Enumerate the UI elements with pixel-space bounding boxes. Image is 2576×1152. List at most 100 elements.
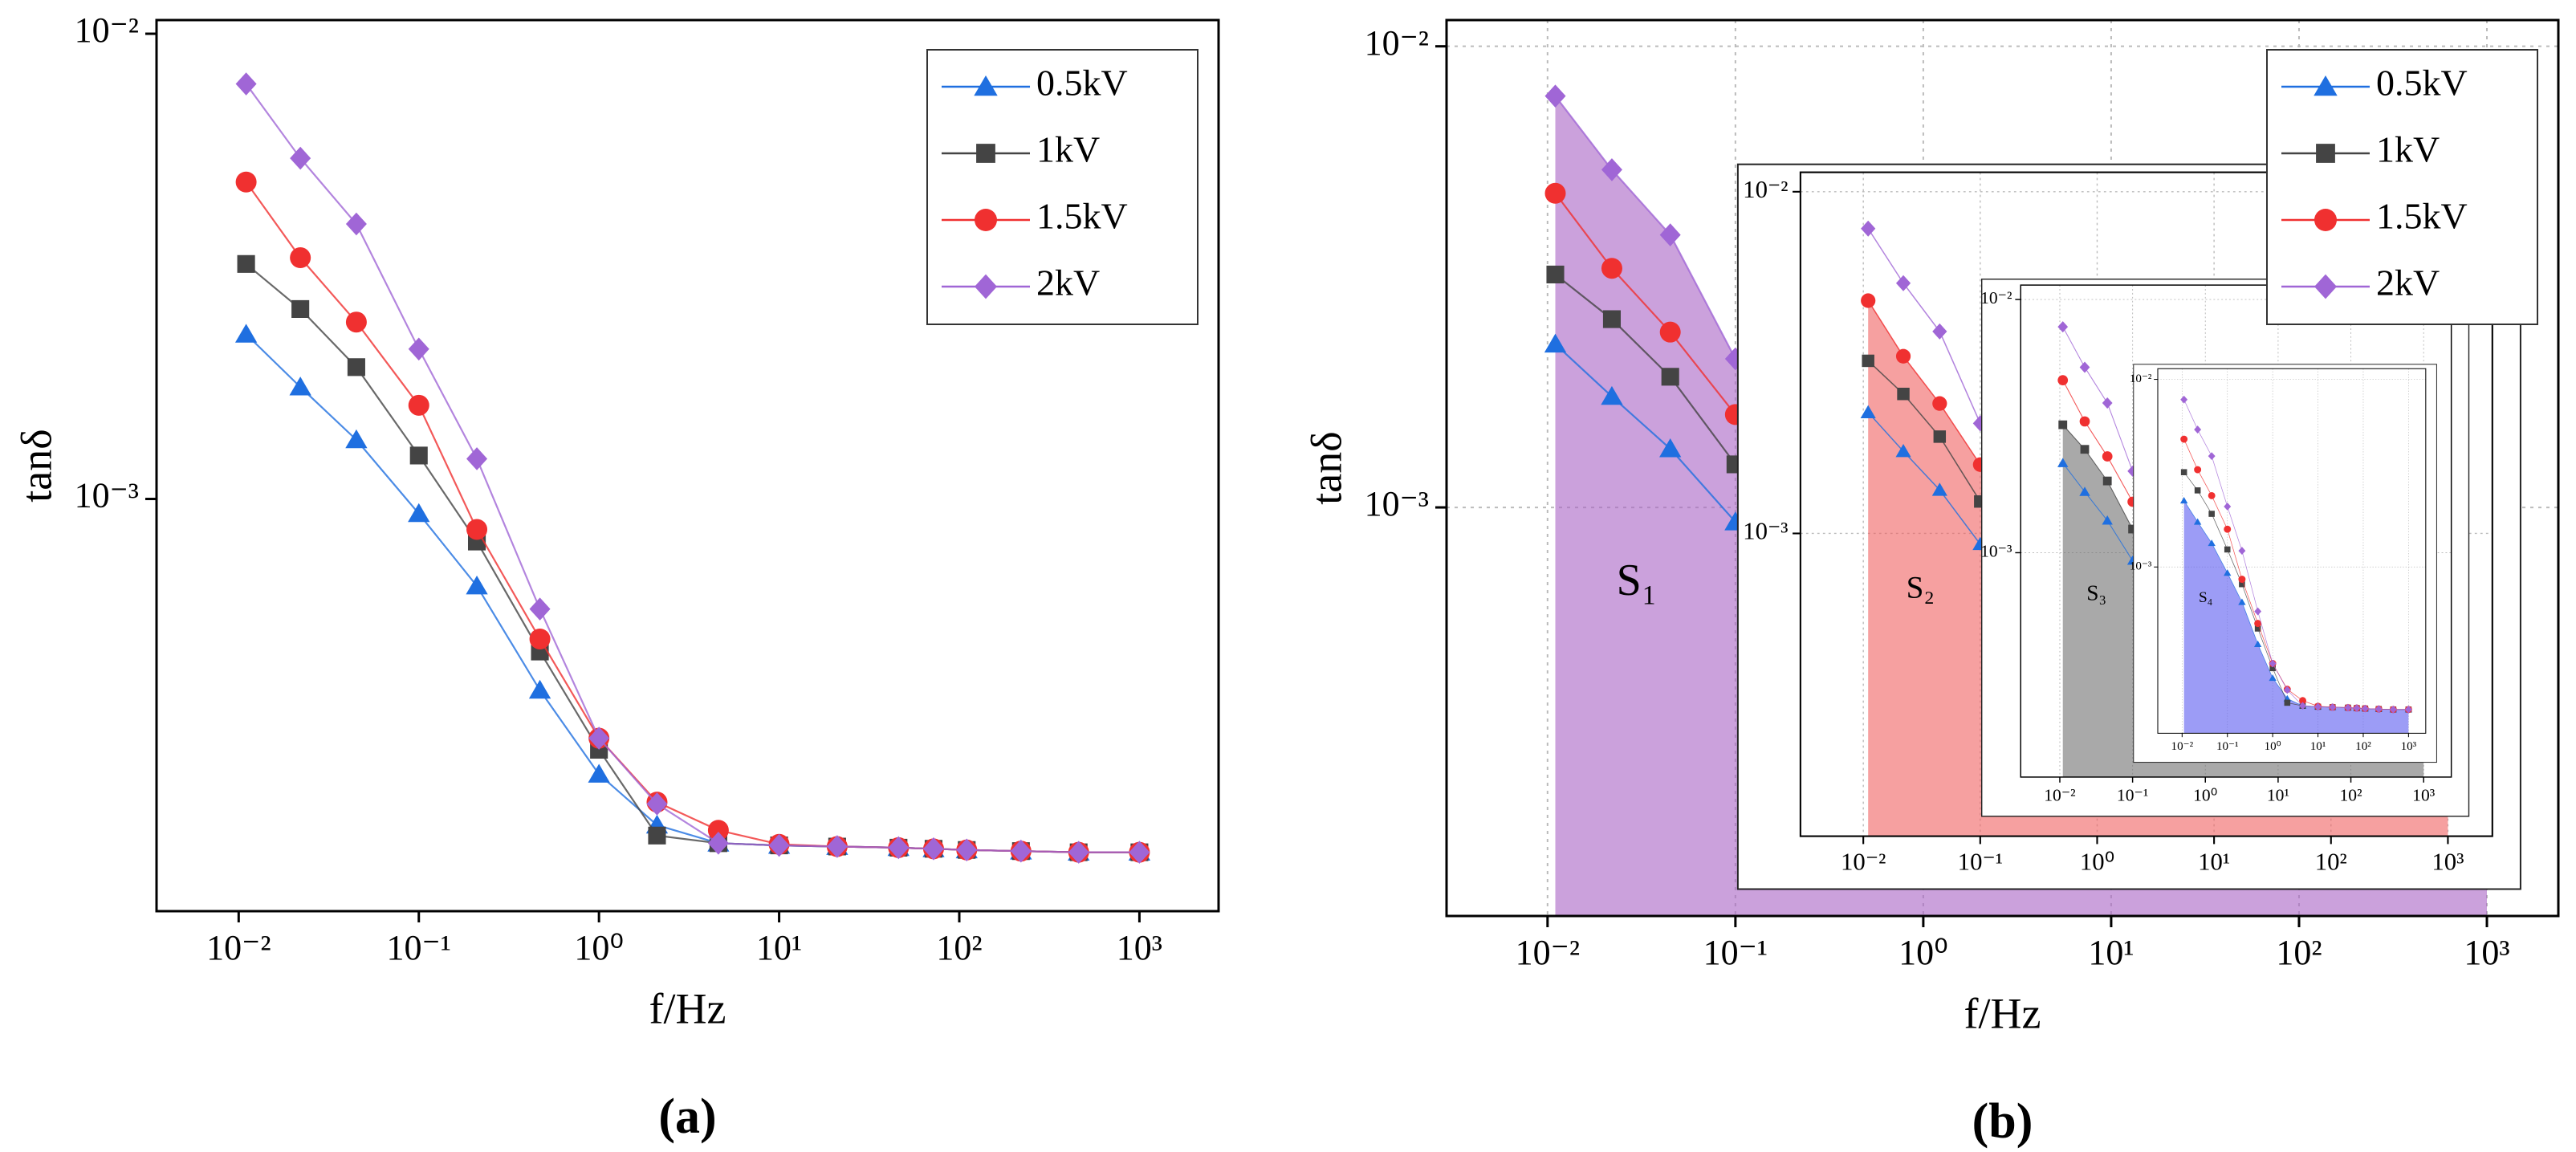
y-tick-label: 10⁻³ bbox=[75, 476, 139, 515]
y-axis-title: tanδ bbox=[12, 429, 60, 502]
marker bbox=[2057, 375, 2069, 385]
marker bbox=[1544, 333, 1567, 353]
y-tick-label: 10⁻³ bbox=[1365, 484, 1429, 523]
x-tick-label: 10² bbox=[2355, 740, 2371, 753]
marker bbox=[2238, 547, 2246, 555]
marker bbox=[528, 679, 551, 699]
marker bbox=[235, 72, 257, 96]
plot-frame bbox=[2020, 284, 2452, 778]
marker bbox=[922, 837, 944, 861]
marker bbox=[1544, 182, 1566, 204]
marker bbox=[466, 447, 488, 470]
marker bbox=[2208, 491, 2216, 499]
plot-frame bbox=[155, 18, 1220, 913]
legend-label: 2kV bbox=[1036, 263, 1100, 303]
x-tick-label: 10⁻² bbox=[2171, 740, 2194, 753]
marker bbox=[1659, 321, 1681, 343]
marker bbox=[466, 519, 488, 540]
plot-frame bbox=[1445, 18, 2560, 918]
x-tick-label: 10³ bbox=[1117, 928, 1162, 967]
marker bbox=[2404, 705, 2412, 714]
y-tick-label: 10⁻² bbox=[1743, 176, 1788, 203]
marker bbox=[2224, 569, 2232, 576]
x-tick-label: 10⁻¹ bbox=[387, 928, 451, 967]
x-tick-label: 10³ bbox=[2401, 740, 2417, 753]
marker bbox=[2314, 702, 2322, 711]
marker bbox=[1931, 482, 1947, 496]
marker bbox=[2193, 518, 2202, 525]
marker bbox=[768, 833, 790, 857]
marker bbox=[1895, 443, 1911, 458]
marker bbox=[529, 628, 551, 649]
shaded-area bbox=[2183, 500, 2409, 734]
marker bbox=[1861, 293, 1876, 308]
marker bbox=[646, 792, 668, 816]
legend-marker bbox=[2314, 75, 2338, 96]
legend-marker bbox=[976, 144, 995, 163]
marker bbox=[2389, 705, 2397, 714]
marker bbox=[2269, 659, 2277, 668]
marker bbox=[956, 838, 978, 862]
y-tick-label: 10⁻³ bbox=[2130, 560, 2152, 573]
marker bbox=[2102, 515, 2113, 525]
marker bbox=[2299, 702, 2306, 710]
y-tick-label: 10⁻² bbox=[1980, 288, 2012, 307]
x-axis-title: f/Hz bbox=[649, 984, 726, 1032]
marker bbox=[2102, 451, 2113, 462]
x-tick-label: 10² bbox=[936, 928, 982, 967]
marker bbox=[2180, 435, 2188, 443]
marker bbox=[2284, 699, 2291, 706]
marker bbox=[529, 597, 551, 621]
series-line bbox=[245, 333, 1140, 853]
marker bbox=[2057, 321, 2069, 333]
x-tick-label: 10⁰ bbox=[2080, 849, 2114, 876]
marker bbox=[2079, 416, 2090, 427]
marker bbox=[2194, 425, 2202, 434]
marker bbox=[1601, 258, 1622, 279]
marker bbox=[345, 212, 367, 236]
x-tick-label: 10¹ bbox=[2198, 849, 2230, 876]
marker bbox=[1601, 385, 1623, 405]
legend-marker bbox=[975, 209, 997, 231]
marker bbox=[345, 311, 367, 333]
legend-label: 1.5kV bbox=[1036, 196, 1128, 237]
x-tick-label: 10⁰ bbox=[1898, 933, 1948, 972]
marker bbox=[2208, 452, 2216, 461]
x-tick-label: 10² bbox=[2340, 785, 2362, 804]
x-tick-label: 10⁰ bbox=[574, 928, 624, 967]
y-axis-title: tanδ bbox=[1302, 431, 1350, 504]
x-tick-label: 10⁻² bbox=[1516, 933, 1580, 972]
marker bbox=[1544, 84, 1566, 108]
marker bbox=[408, 503, 430, 523]
marker bbox=[1861, 220, 1876, 237]
x-tick-label: 10⁻¹ bbox=[2216, 740, 2239, 753]
marker bbox=[237, 254, 255, 273]
area-label: S₄ bbox=[2199, 589, 2213, 606]
y-tick-label: 10⁻² bbox=[75, 10, 139, 50]
marker bbox=[291, 299, 310, 319]
legend-marker bbox=[975, 274, 997, 299]
marker bbox=[2224, 503, 2232, 511]
marker bbox=[2375, 705, 2383, 714]
marker bbox=[588, 763, 610, 783]
series-line bbox=[245, 263, 1140, 853]
marker bbox=[2253, 640, 2262, 647]
legend-label: 0.5kV bbox=[2376, 63, 2468, 104]
x-tick-label: 10⁻² bbox=[1841, 849, 1886, 876]
plot-frame bbox=[1799, 171, 2493, 837]
legend-marker bbox=[2316, 144, 2335, 163]
x-tick-label: 10⁻² bbox=[2044, 785, 2075, 804]
legend-label: 2kV bbox=[2376, 263, 2440, 303]
panel-caption: (b) bbox=[1972, 1094, 2033, 1149]
marker bbox=[466, 575, 488, 595]
y-tick-label: 10⁻³ bbox=[1743, 518, 1788, 545]
marker bbox=[2080, 445, 2090, 454]
marker bbox=[1895, 275, 1911, 291]
plot-frame bbox=[2157, 368, 2427, 734]
marker bbox=[1010, 839, 1032, 863]
marker bbox=[707, 832, 729, 855]
y-tick-label: 10⁻² bbox=[2130, 372, 2152, 385]
x-tick-label: 10⁻¹ bbox=[1958, 849, 2003, 876]
marker bbox=[2238, 576, 2246, 584]
